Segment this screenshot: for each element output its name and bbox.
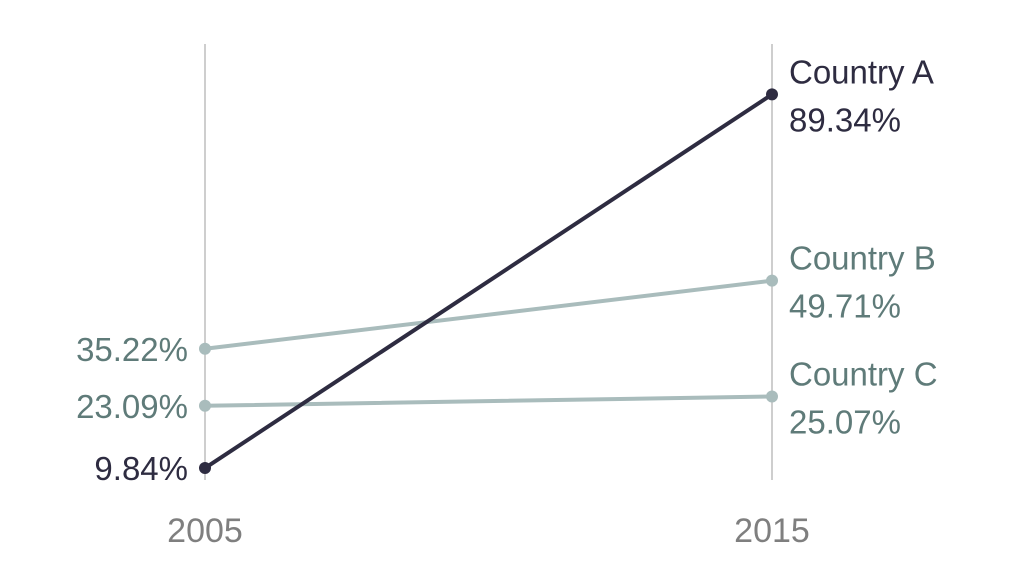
series-name-country-b: Country B (789, 240, 936, 277)
x-tick-label: 2005 (167, 512, 243, 550)
value-label-country-a-2005: 9.84% (94, 450, 188, 487)
series-line-country-b (203, 278, 774, 351)
value-label-country-a-2015: 89.34% (789, 101, 901, 138)
point-country-a-2005 (199, 462, 211, 475)
gridlines (204, 44, 773, 480)
point-country-b-2015 (766, 274, 778, 287)
value-label-country-b-2015: 49.71% (789, 288, 901, 325)
point-country-c-2005 (199, 399, 211, 412)
value-label-country-c-2015: 25.07% (789, 403, 901, 440)
series-lines (199, 88, 778, 475)
point-country-b-2005 (199, 342, 211, 355)
series-line-country-c (203, 394, 774, 408)
series-name-country-a: Country A (789, 53, 934, 90)
point-country-a-2015 (766, 88, 778, 101)
series-name-country-c: Country C (789, 355, 938, 392)
point-country-c-2015 (766, 390, 778, 403)
series-line-country-a (203, 92, 774, 471)
data-labels: 35.22% Country B 49.71% 23.09% Country C 25.0… (76, 53, 938, 487)
value-label-country-b-2005: 35.22% (76, 331, 188, 368)
x-tick-label: 2015 (734, 512, 810, 550)
x-axis: 2005 2015 (167, 512, 810, 550)
value-label-country-c-2005: 23.09% (76, 388, 188, 425)
